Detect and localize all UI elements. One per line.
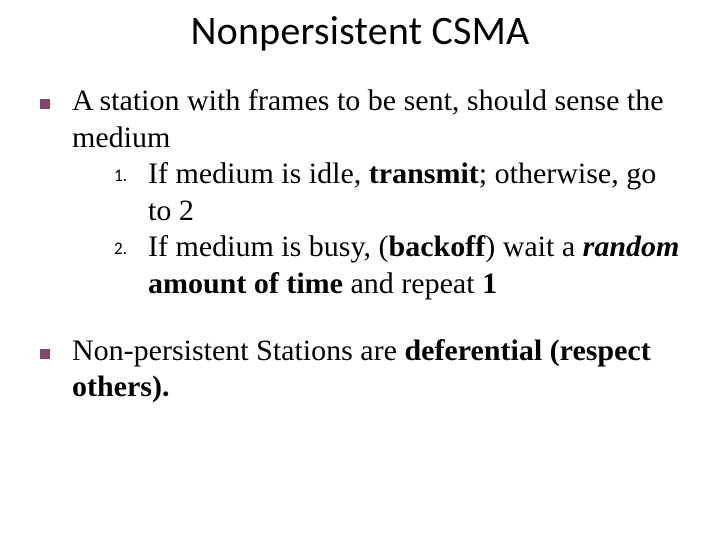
sub-text-2: If medium is busy, (backoff) wait a rand… [148, 229, 680, 302]
sub-item-1: 1. If medium is idle, transmit; otherwis… [114, 156, 680, 229]
numbered-sublist: 1. If medium is idle, transmit; otherwis… [72, 156, 680, 302]
sub2-bold3: 1 [482, 267, 497, 300]
sub2-mid: ) wait a [485, 230, 582, 263]
slide: Nonpersistent CSMA A station with frames… [0, 0, 720, 540]
sub2-bi: random [583, 230, 680, 263]
bullet-body-2: Non-persistent Stations are deferential … [72, 333, 680, 406]
square-bullet-icon [40, 349, 50, 359]
sub2-bold1: backoff [389, 230, 486, 263]
sub1-pre: If medium is idle, [148, 157, 369, 190]
sub2-bold2: amount of time [148, 267, 343, 300]
sub1-bold: transmit [369, 157, 479, 190]
sub-item-2: 2. If medium is busy, (backoff) wait a r… [114, 229, 680, 302]
sub2-pre: If medium is busy, ( [148, 230, 389, 263]
slide-content: A station with frames to be sent, should… [0, 55, 720, 406]
bullet-body-1: A station with frames to be sent, should… [72, 83, 680, 303]
b2-pre: Non-persistent Stations are [72, 334, 404, 367]
bullet-1-intro: A station with frames to be sent, should… [72, 83, 680, 156]
sub-number-1: 1. [114, 156, 148, 187]
bullet-item-2: Non-persistent Stations are deferential … [40, 333, 680, 406]
bullet-item-1: A station with frames to be sent, should… [40, 83, 680, 303]
slide-title: Nonpersistent CSMA [0, 0, 720, 55]
sub-text-1: If medium is idle, transmit; otherwise, … [148, 156, 680, 229]
sub-number-2: 2. [114, 229, 148, 260]
sub2-post: and repeat [343, 267, 482, 300]
square-bullet-icon [40, 99, 50, 109]
